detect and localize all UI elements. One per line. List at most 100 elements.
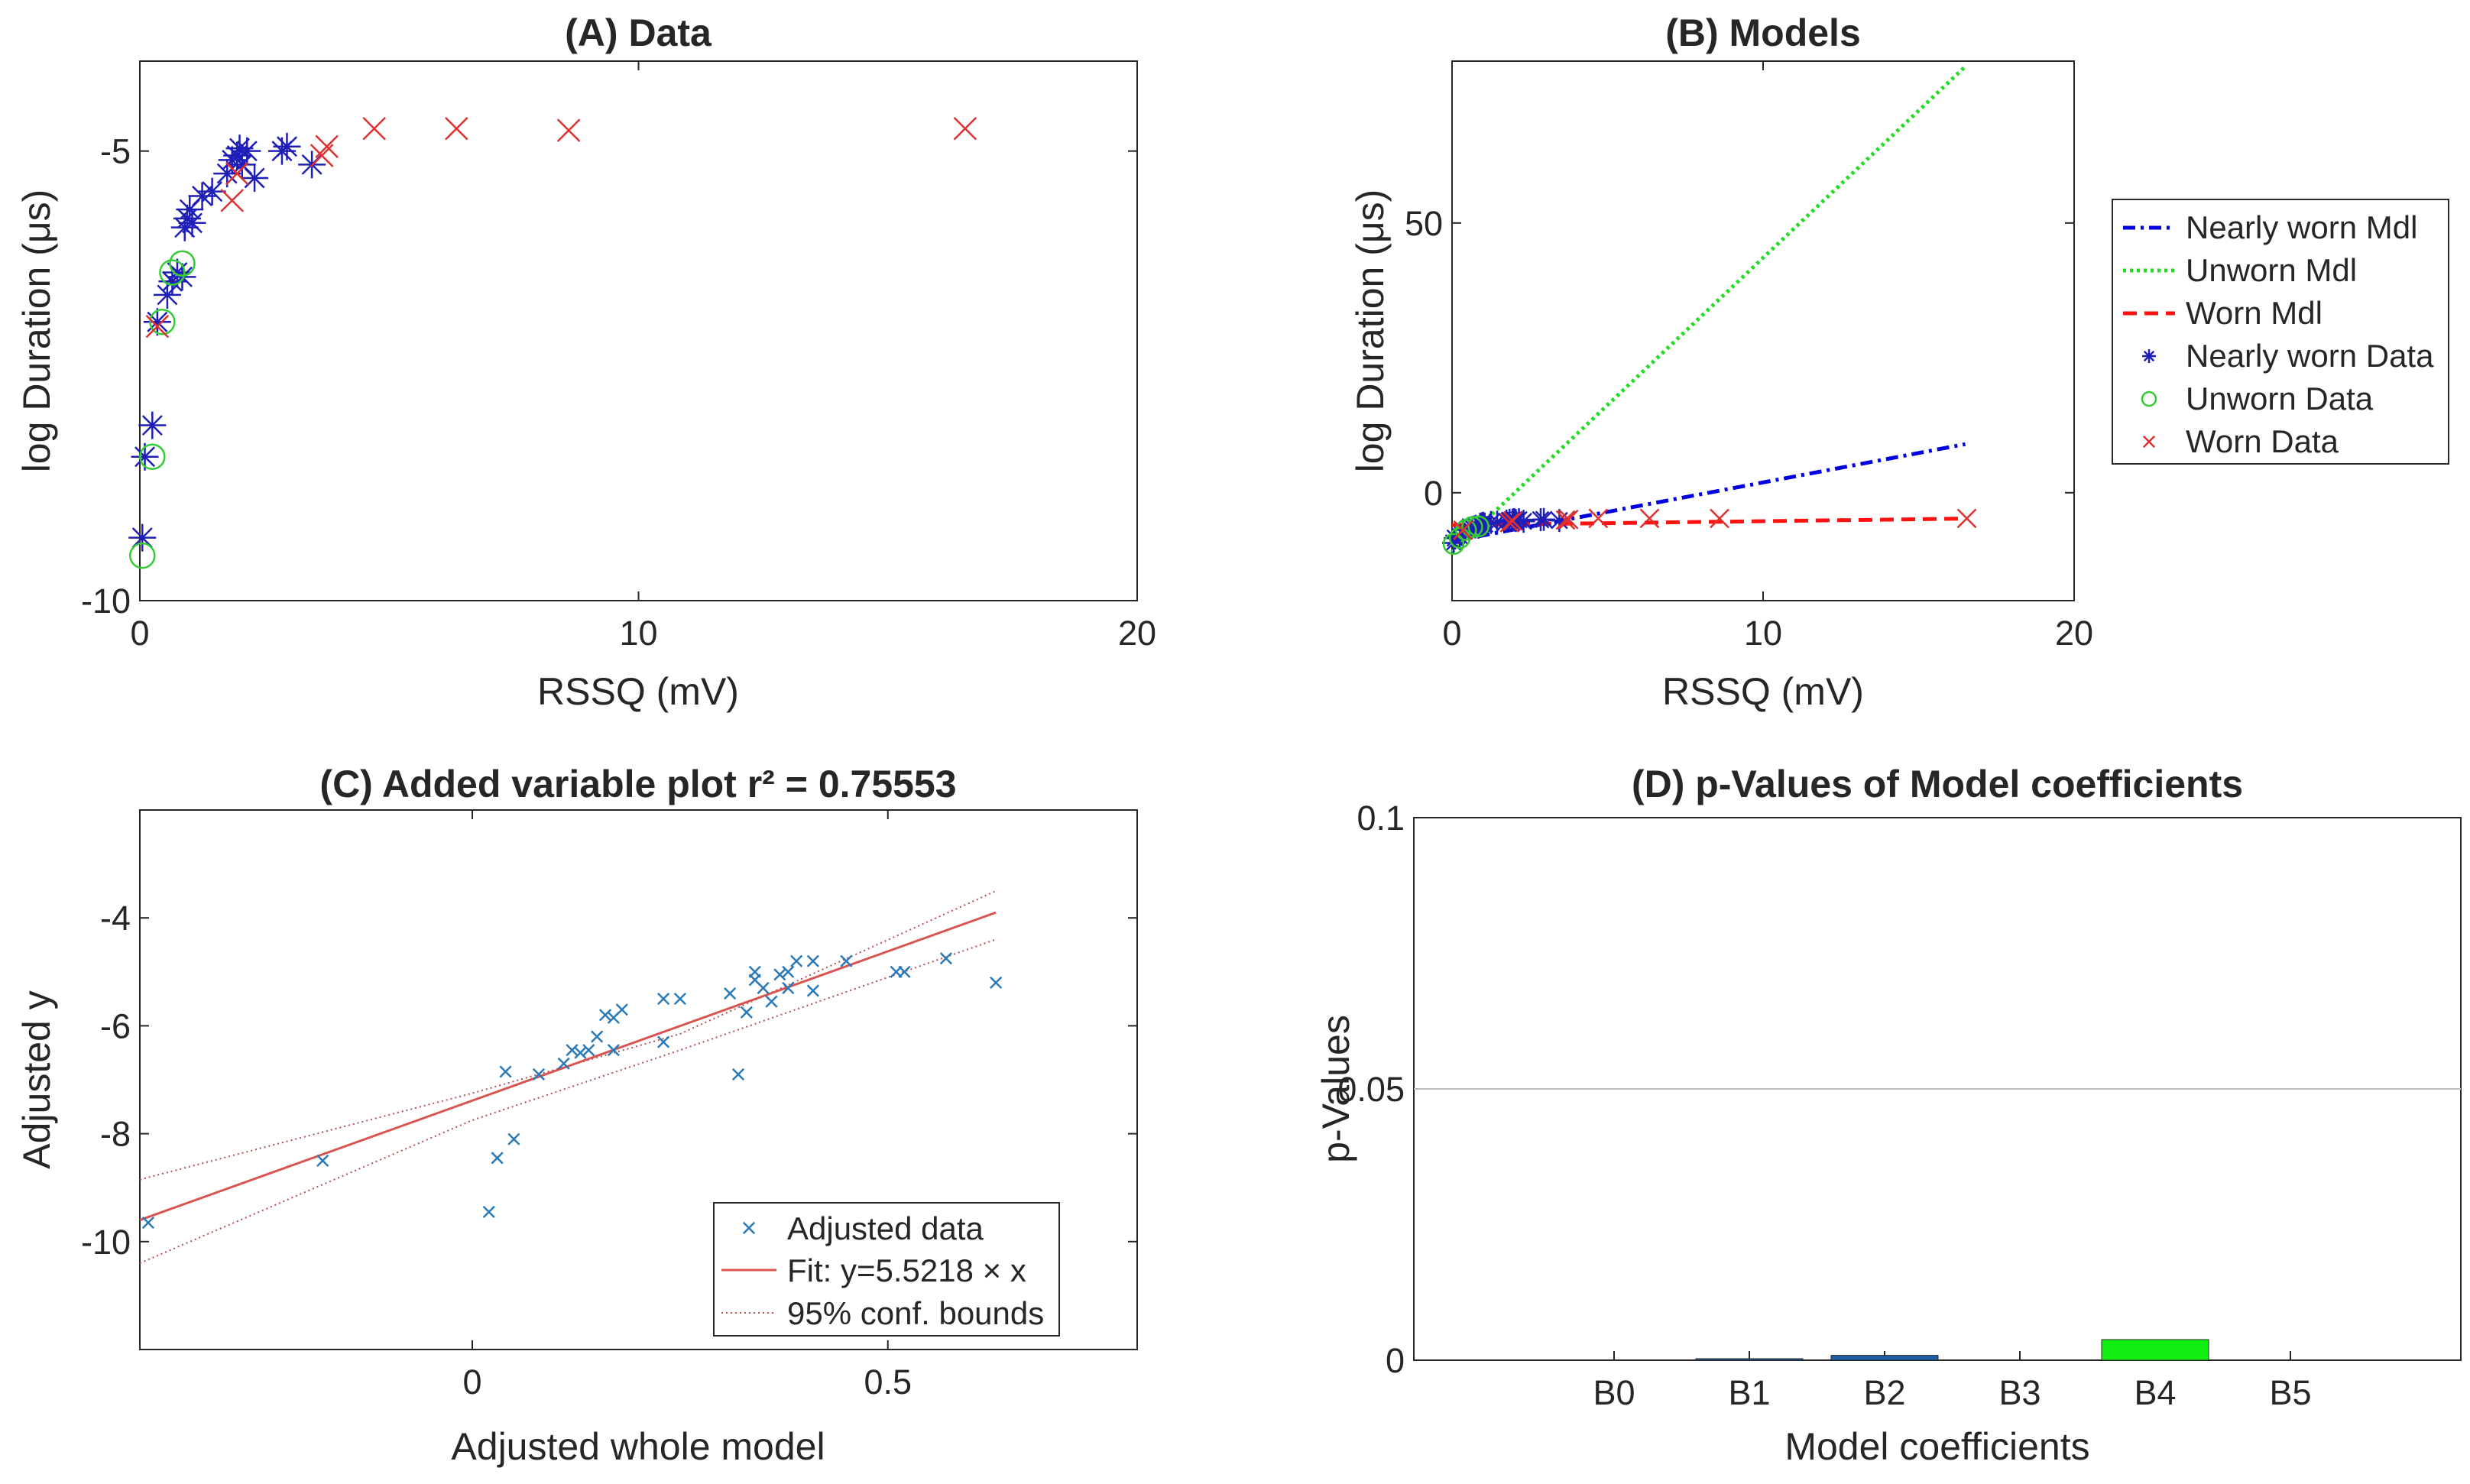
panel-b-axes-box — [1451, 60, 2075, 601]
panel-d-xtick-label: B0 — [1593, 1373, 1635, 1412]
panel-d-title: (D) p-Values of Model coefficients — [1632, 763, 2243, 805]
panel-a-point-worn-data — [315, 134, 339, 159]
legend-marker-worn-data — [2142, 435, 2156, 449]
panel-b-legend-box — [2112, 199, 2449, 465]
panel-c-point — [657, 993, 670, 1006]
panel-c-point-stroke — [806, 954, 819, 967]
panel-b: (B) Models RSSQ (mV) log Duration (μs) 0… — [1349, 11, 2449, 713]
panel-c-point — [507, 1132, 520, 1145]
panel-c-ytick-label: -8 — [100, 1115, 131, 1154]
panel-d-bar-b1 — [1695, 1358, 1804, 1361]
panel-c-point-stroke — [731, 1068, 745, 1081]
panel-d-bar-b2 — [1830, 1355, 1939, 1361]
panel-c-point-stroke — [657, 1035, 670, 1048]
panel-a-point-unworn-data — [159, 259, 186, 286]
panel-b-legend: Nearly worn Mdl Unworn Mdl Worn Mdl Near… — [2112, 199, 2449, 465]
panel-c-point-stroke — [582, 1044, 595, 1057]
panel-a-point-nearly-worn-data — [128, 523, 157, 552]
panel-d-ytick-label: 0.05 — [1337, 1070, 1405, 1109]
panel-c-point-stroke — [898, 965, 911, 978]
panel-a-xtick-label: 0 — [130, 614, 149, 653]
panel-a-point-nearly-worn-data-stroke — [141, 415, 163, 436]
panel-b-point-worn-data-stroke — [1956, 508, 1977, 529]
panel-b-point-worn-data — [1956, 508, 1977, 529]
panel-b-ticks: 0 10 20 0 50 — [1405, 61, 2093, 653]
panel-b-point-unworn-data — [1467, 515, 1489, 538]
panel-c-xlabel: Adjusted whole model — [451, 1425, 825, 1468]
panel-a-point-worn-data-stroke — [556, 118, 581, 142]
panel-b-marks — [1442, 65, 1977, 556]
panel-a-point-nearly-worn-data-stroke — [202, 181, 223, 203]
panel-d-ytick-label: 0 — [1386, 1341, 1405, 1380]
panel-b-point-worn-data — [1499, 513, 1520, 533]
panel-c-point-stroke — [607, 1044, 620, 1057]
panel-a-xtick-label: 10 — [619, 614, 657, 653]
panel-c-point-stroke — [782, 981, 795, 995]
panel-c-point — [806, 954, 819, 967]
panel-c-point-stroke — [557, 1057, 570, 1070]
panel-b-point-unworn-data — [1442, 533, 1465, 556]
panel-c-point — [491, 1152, 504, 1165]
panel-b-ytick-label: 0 — [1424, 474, 1443, 513]
panel-c-point-stroke — [566, 1044, 579, 1057]
panel-a-axes-box — [139, 60, 1138, 601]
panel-b-point-worn-data-stroke — [1555, 510, 1576, 530]
panel-a-ticks: 0 10 20 -10 -5 — [81, 61, 1156, 653]
panel-b-point-worn-data — [1639, 508, 1660, 529]
panel-a-point-unworn-data — [139, 443, 166, 470]
panel-a-point-worn-data-stroke — [315, 134, 339, 159]
panel-c-ticks: 0 0.5 -10 -8 -6 -4 — [81, 810, 1137, 1401]
panel-c-point-stroke — [507, 1132, 520, 1145]
panel-a-marks — [128, 116, 977, 569]
panel-a-point-nearly-worn-data-stroke — [236, 141, 258, 162]
panel-a-ylabel: log Duration (μs) — [15, 190, 58, 473]
panel-b-xtick-label: 10 — [1744, 614, 1782, 653]
panel-a: (A) Data RSSQ (mV) log Duration (μs) 0 10… — [15, 11, 1156, 713]
panel-b-xlabel: RSSQ (mV) — [1662, 670, 1864, 713]
panel-c-point — [598, 1009, 612, 1022]
panel-c-ylabel: Adjusted y — [15, 990, 58, 1168]
panel-d-xtick-label: B2 — [1863, 1373, 1905, 1412]
panel-c-point — [731, 1068, 745, 1081]
panel-c-point-stroke — [657, 993, 670, 1006]
panel-c-point — [557, 1057, 570, 1070]
panel-a-point-unworn-data — [169, 250, 196, 277]
panel-b-point-worn-data-stroke — [1639, 508, 1660, 529]
panel-b-point-nearly-worn-data-stroke — [1535, 510, 1553, 529]
panel-b-legend-markers — [2141, 349, 2157, 449]
panel-c-point-stroke — [782, 965, 795, 978]
panel-b-point-worn-data-stroke — [1502, 510, 1523, 531]
panel-c-point — [591, 1030, 604, 1043]
panel-d-marks — [1414, 1088, 2461, 1361]
panel-c-point-stroke — [316, 1154, 329, 1167]
panel-c-conf-bound-lower — [139, 938, 997, 1264]
panel-b-point-worn-data — [1453, 520, 1473, 540]
panel-c-point-stroke — [765, 995, 778, 1008]
panel-d-xtick-label: B1 — [1728, 1373, 1770, 1412]
panel-d-xtick-label: B4 — [2134, 1373, 2176, 1412]
panel-c-point — [499, 1065, 512, 1078]
legend-marker-unworn-data — [2141, 390, 2157, 407]
panel-a-point-nearly-worn-data-stroke — [216, 163, 238, 184]
panel-c-point-stroke — [939, 952, 952, 965]
panel-b-xtick-label: 20 — [2055, 614, 2093, 653]
panel-b-point-nearly-worn-data — [1532, 507, 1556, 531]
panel-c-point-stroke — [574, 1046, 587, 1059]
panel-a-ytick-label: -10 — [81, 582, 131, 620]
panel-c-point-stroke — [840, 954, 853, 967]
panel-a-point-unworn-data — [129, 542, 156, 569]
panel-c: (C) Added variable plot r² = 0.75553 Adj… — [15, 763, 1138, 1468]
panel-a-xlabel: RSSQ (mV) — [537, 670, 739, 713]
panel-a-point-worn-data-stroke — [220, 189, 244, 212]
panel-b-point-worn-data — [1588, 508, 1609, 529]
legend-label-nearly-worn-data: Nearly worn Data — [2186, 338, 2434, 374]
panel-b-ylabel: log Duration (μs) — [1349, 190, 1392, 473]
panel-c-point-stroke — [740, 1006, 753, 1019]
panel-a-point-nearly-worn-data — [233, 137, 261, 165]
panel-a-point-nearly-worn-data-stroke — [131, 527, 153, 549]
panel-d-xtick-label: B3 — [1998, 1373, 2041, 1412]
panel-c-point-stroke — [790, 954, 803, 967]
panel-a-point-worn-data — [145, 314, 170, 339]
panel-c-point-stroke — [673, 993, 686, 1006]
panel-c-point — [740, 1006, 753, 1019]
